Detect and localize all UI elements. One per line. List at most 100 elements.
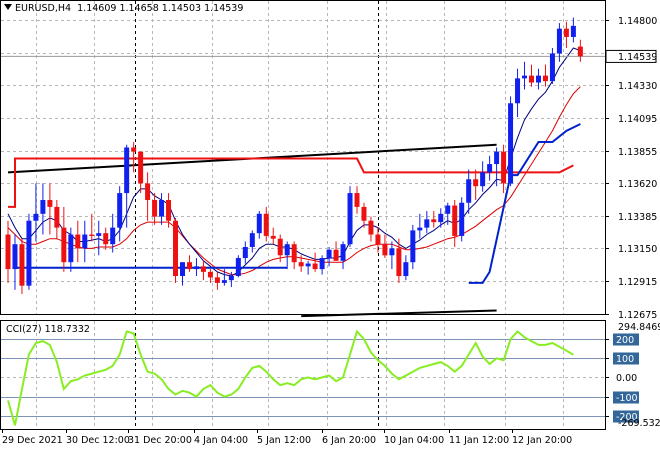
candle-body <box>228 275 234 281</box>
candle-body <box>459 202 465 236</box>
candle-body <box>501 151 507 184</box>
candle-body <box>487 164 493 173</box>
candle-body <box>333 249 339 261</box>
candle-body <box>159 199 165 217</box>
candle-body <box>368 220 374 235</box>
time-tick-label: 4 Jan 04:00 <box>194 435 248 446</box>
candle-body <box>556 28 562 54</box>
cci-header: CCI(27) 118.7332 <box>6 324 90 335</box>
candle-body <box>445 205 451 214</box>
candle-body <box>117 193 123 228</box>
candle-body <box>256 213 262 234</box>
price-tick-label: 1.12915 <box>618 277 657 288</box>
cci-min-label: -269.5325 <box>618 418 660 429</box>
candle-body <box>452 205 458 236</box>
price-tick-label: 1.13150 <box>618 244 657 255</box>
time-tick-label: 6 Jan 20:00 <box>322 435 376 446</box>
cci-level-box <box>613 333 639 346</box>
cci-level-label: -200 <box>616 412 638 423</box>
candle-body <box>26 220 32 286</box>
price-pane-frame <box>0 0 606 315</box>
candle-body <box>382 244 388 256</box>
candle-body <box>180 262 185 276</box>
price-tick-label: 1.14800 <box>618 16 657 27</box>
cci-level-label: -100 <box>616 393 638 404</box>
red-stop-line <box>8 157 574 208</box>
candle-body <box>319 258 325 270</box>
candle-body <box>186 262 192 270</box>
time-tick-label: 5 Jan 12:00 <box>257 435 311 446</box>
cci-line <box>7 329 574 426</box>
collapse-triangle-icon[interactable] <box>4 4 12 10</box>
candle-body <box>417 227 423 231</box>
cci-level-label: 100 <box>616 354 634 365</box>
candle-body <box>494 151 500 165</box>
candle-body <box>361 206 367 221</box>
close-price: 1.14539 <box>204 3 244 14</box>
candle-body <box>466 179 472 203</box>
candle-body <box>577 46 583 57</box>
cci-pane-frame <box>0 320 606 430</box>
price-tick-label: 1.12675 <box>618 310 657 321</box>
candle-body <box>438 213 444 223</box>
candle-body <box>522 75 528 79</box>
time-tick-label: 12 Jan 20:00 <box>512 435 572 446</box>
candle-body <box>291 244 297 263</box>
cci-level-box <box>613 410 639 423</box>
candle-body <box>235 258 241 276</box>
channel-lower-line <box>301 309 497 318</box>
current-price-label: 1.14539 <box>618 52 657 63</box>
candle-body <box>347 193 353 245</box>
candle-body <box>75 234 81 249</box>
cci-level-label: 200 <box>616 335 634 346</box>
candle-body <box>529 75 534 83</box>
candle-body <box>242 246 248 259</box>
candle-body <box>515 78 521 104</box>
candle-body <box>103 233 109 245</box>
cci-level-box <box>613 391 639 404</box>
candle-body <box>563 28 569 37</box>
candle-body <box>396 248 402 276</box>
candle-body <box>152 199 158 217</box>
candle-body <box>61 227 67 263</box>
candle-body <box>389 248 395 256</box>
cci-value: 118.7332 <box>44 324 90 335</box>
candle-body <box>214 277 220 283</box>
candle-body <box>305 263 311 267</box>
current-price-box <box>605 49 657 63</box>
candle-body <box>89 234 95 236</box>
candle-body <box>270 235 276 239</box>
symbol-timeframe: EURUSD,H4 <box>15 3 72 14</box>
candle-body <box>5 234 11 270</box>
candle-body <box>535 75 541 83</box>
candle-body <box>403 262 409 276</box>
candle-body <box>277 238 283 256</box>
time-tick-label: 10 Jan 04:00 <box>384 435 444 446</box>
candle-body <box>354 193 360 207</box>
time-tick-label: 30 Dec 12:00 <box>66 435 130 446</box>
candle-body <box>473 179 479 187</box>
cci-series <box>7 329 574 426</box>
candle-body <box>96 233 102 236</box>
cci-level-label: 0.00 <box>616 373 637 384</box>
candle-body <box>312 263 318 270</box>
candlestick-series <box>5 17 583 294</box>
candle-body <box>424 219 430 228</box>
candle-body <box>33 213 39 221</box>
candle-body <box>110 227 116 245</box>
candle-body <box>570 25 576 37</box>
candle-body <box>207 271 213 278</box>
candle-body <box>340 244 346 261</box>
high-price: 1.14658 <box>119 3 159 14</box>
candle-body <box>542 75 548 82</box>
axes <box>0 0 606 430</box>
price-tick-label: 1.14095 <box>618 114 657 125</box>
candle-body <box>166 199 172 221</box>
candle-body <box>145 183 151 200</box>
candle-body <box>131 147 137 152</box>
chart-header: EURUSD,H4 1.14609 1.14658 1.14503 1.1453… <box>4 3 243 14</box>
candle-body <box>54 206 60 228</box>
time-tick-label: 11 Jan 12:00 <box>449 435 509 446</box>
